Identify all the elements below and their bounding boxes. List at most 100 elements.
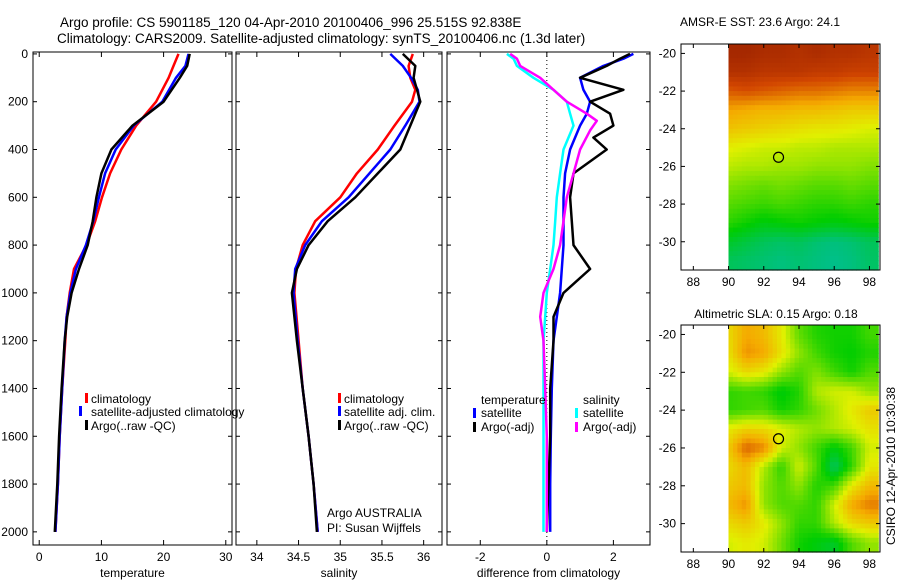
heatmap-cell (768, 157, 774, 163)
heatmap-cell (772, 91, 778, 97)
heatmap-cell (737, 462, 743, 468)
heatmap-cell (869, 185, 875, 191)
heatmap-cell (790, 53, 796, 59)
heatmap-cell (807, 362, 813, 369)
heatmap-cell (803, 109, 809, 116)
heatmap-cell (856, 67, 862, 73)
heatmap-cell (733, 241, 738, 248)
heatmap-cell (873, 119, 879, 125)
heatmap-cell (794, 128, 800, 135)
heatmap-cell (733, 395, 738, 402)
heatmap-cell (873, 542, 879, 548)
x-tick-label: 92 (757, 557, 771, 571)
heatmap-cell (851, 180, 857, 186)
x-tick-label: 94 (792, 275, 806, 289)
heatmap-cell (768, 358, 774, 364)
heatmap-cell (873, 255, 879, 262)
heatmap-cell (860, 138, 866, 144)
heatmap-cell (825, 466, 831, 473)
heatmap-cell (807, 500, 813, 506)
heatmap-cell (873, 204, 879, 210)
heatmap-cell (816, 509, 822, 515)
heatmap-cell (869, 218, 875, 224)
heatmap-cell (869, 471, 875, 477)
heatmap-cell (794, 372, 800, 378)
heatmap-cell (741, 119, 747, 125)
heatmap-cell (728, 509, 734, 515)
heatmap-cell (737, 528, 743, 534)
heatmap-cell (733, 452, 738, 458)
heatmap-cell (763, 367, 769, 373)
heatmap-cell (843, 334, 848, 340)
heatmap-cell (825, 161, 831, 167)
heatmap-cell (838, 509, 844, 515)
heatmap-cell (750, 485, 756, 492)
heatmap-cell (807, 147, 813, 153)
heatmap-cell (768, 241, 774, 248)
heatmap-cell (821, 547, 826, 553)
heatmap-cell (763, 353, 769, 359)
heatmap-cell (816, 246, 822, 252)
heatmap-cell (843, 204, 848, 210)
map-frame (680, 43, 881, 271)
heatmap-cell (799, 185, 804, 191)
heatmap-cell (860, 542, 866, 548)
heatmap-cell (746, 152, 752, 158)
heatmap-cell (768, 433, 774, 440)
heatmap-cell (873, 77, 879, 83)
heatmap-cell (869, 448, 875, 454)
heatmap-cell (847, 457, 853, 463)
heatmap-cell (851, 490, 857, 496)
heatmap-cell (794, 419, 800, 425)
heatmap-cell (755, 462, 760, 468)
heatmap-cell (803, 199, 809, 205)
heatmap-cell (772, 377, 778, 383)
heatmap-cell (838, 128, 844, 135)
heatmap-cell (829, 509, 835, 515)
heatmap-cell (785, 161, 791, 167)
heatmap-cell (860, 386, 866, 392)
heatmap-cell (781, 91, 787, 97)
heatmap-cell (847, 424, 853, 430)
heatmap-cell (812, 325, 818, 331)
heatmap-cell (733, 251, 738, 257)
heatmap-cell (860, 400, 866, 406)
heatmap-cell (794, 44, 800, 50)
heatmap-cell (803, 462, 809, 468)
heatmap-cell (777, 518, 782, 525)
heatmap-cell (816, 237, 822, 243)
heatmap-cell (856, 504, 862, 510)
heatmap-cell (829, 77, 835, 83)
heatmap-cell (829, 114, 835, 120)
heatmap-cell (794, 166, 800, 172)
heatmap-cell (803, 237, 809, 243)
heatmap-cell (781, 429, 787, 435)
heatmap-cell (790, 386, 796, 392)
x-tick-label: 2 (610, 550, 617, 564)
heatmap-cell (812, 199, 818, 205)
heatmap-cell (728, 457, 734, 463)
heatmap-cell (750, 405, 756, 411)
heatmap-cell (768, 251, 774, 257)
heatmap-cell (737, 67, 743, 73)
heatmap-cell (790, 218, 796, 224)
heatmap-cell (741, 523, 747, 529)
heatmap-cell (790, 518, 796, 525)
heatmap-cell (812, 142, 818, 149)
heatmap-cell (737, 504, 743, 510)
heatmap-cell (860, 265, 866, 271)
heatmap-cell (777, 175, 782, 182)
heatmap-cell (829, 372, 835, 378)
heatmap-cell (755, 190, 760, 196)
heatmap-cell (759, 53, 765, 59)
heatmap-cell (812, 152, 818, 158)
heatmap-cell (733, 485, 738, 492)
y-tick-label: 1400 (1, 381, 28, 395)
heatmap-cell (768, 190, 774, 196)
heatmap-cell (856, 237, 862, 243)
heatmap-cell (825, 77, 831, 83)
heatmap-cell (856, 424, 862, 430)
heatmap-cell (772, 500, 778, 506)
heatmap-cell (821, 109, 826, 116)
heatmap-cell (843, 490, 848, 496)
